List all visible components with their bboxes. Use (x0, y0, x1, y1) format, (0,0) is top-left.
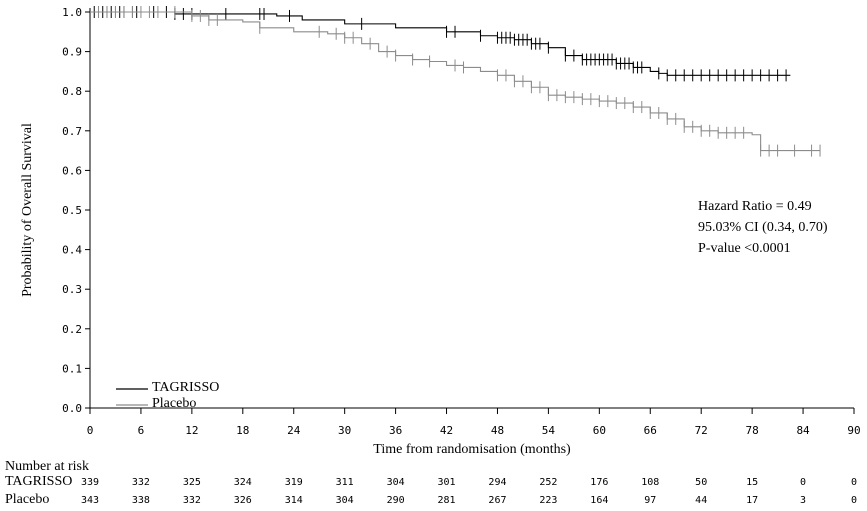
x-tick-label: 72 (695, 424, 708, 437)
x-tick-label: 90 (847, 424, 860, 437)
risk-cell: 311 (336, 477, 354, 488)
y-tick-label: 0.5 (62, 204, 82, 217)
y-ticks: 0.0 0.1 0.2 0.3 0.4 0.5 0.6 0.7 0.8 0.9 1.0 (62, 6, 90, 415)
risk-cell: 0 (851, 495, 857, 506)
risk-cell: 325 (183, 477, 201, 488)
x-tick-label: 42 (440, 424, 453, 437)
x-tick-label: 6 (138, 424, 145, 437)
p-value-text: P-value <0.0001 (698, 241, 791, 256)
y-tick-label: 0.8 (62, 85, 82, 98)
risk-table: Number at risk TAGRISSO 339 332 325 324 319 31… (5, 459, 857, 507)
risk-cell: 281 (438, 495, 456, 506)
confidence-interval-text: 95.03% CI (0.34, 0.70) (698, 220, 828, 235)
risk-cell: 0 (800, 477, 806, 488)
risk-cell: 339 (81, 477, 99, 488)
risk-table-title: Number at risk (5, 459, 89, 474)
x-axis-label: Time from randomisation (months) (373, 442, 571, 457)
risk-cell: 15 (746, 477, 758, 488)
risk-cell: 326 (234, 495, 252, 506)
y-tick-label: 0.1 (62, 362, 82, 375)
y-tick-label: 0.6 (62, 164, 82, 177)
risk-cell: 176 (590, 477, 608, 488)
x-tick-label: 78 (746, 424, 759, 437)
y-tick-label: 0.7 (62, 125, 82, 138)
series-line-tagrisso (90, 11, 791, 76)
risk-cell: 44 (695, 495, 707, 506)
x-tick-label: 84 (796, 424, 810, 437)
risk-cell: 304 (336, 495, 354, 506)
risk-cell: 294 (488, 477, 506, 488)
x-tick-label: 30 (338, 424, 351, 437)
y-tick-label: 0.3 (62, 283, 82, 296)
risk-cell: 324 (234, 477, 252, 488)
x-tick-label: 60 (593, 424, 606, 437)
axes (89, 8, 854, 409)
y-tick-label: 0.0 (62, 402, 82, 415)
y-tick-label: 1.0 (62, 6, 82, 19)
hazard-ratio-text: Hazard Ratio = 0.49 (698, 199, 812, 214)
risk-cell: 267 (488, 495, 506, 506)
risk-cell: 108 (641, 477, 659, 488)
y-tick-label: 0.4 (62, 244, 82, 257)
risk-cell: 97 (644, 495, 656, 506)
x-tick-label: 24 (287, 424, 301, 437)
annotation-box: Hazard Ratio = 0.49 95.03% CI (0.34, 0.7… (698, 199, 828, 256)
legend-label-tagrisso: TAGRISSO (152, 380, 219, 395)
risk-cell: 343 (81, 495, 99, 506)
y-axis-label: Probability of Overall Survival (20, 123, 35, 297)
x-ticks: 0 6 12 18 24 30 36 42 48 54 60 66 72 78 84 90 (87, 408, 861, 437)
x-tick-label: 54 (542, 424, 556, 437)
risk-cell: 50 (695, 477, 707, 488)
risk-cell: 0 (851, 477, 857, 488)
risk-cell: 338 (132, 495, 150, 506)
x-tick-label: 48 (491, 424, 504, 437)
risk-cell: 3 (800, 495, 806, 506)
x-tick-label: 66 (644, 424, 657, 437)
y-tick-label: 0.9 (62, 46, 82, 59)
risk-cell: 314 (285, 495, 303, 506)
risk-row-label-placebo: Placebo (5, 492, 49, 507)
y-tick-label: 0.2 (62, 323, 82, 336)
risk-cell: 164 (590, 495, 608, 506)
series-layer (90, 6, 821, 157)
risk-cell: 332 (183, 495, 201, 506)
risk-cell: 17 (746, 495, 758, 506)
x-tick-label: 0 (87, 424, 94, 437)
x-tick-label: 12 (185, 424, 198, 437)
risk-cell: 301 (438, 477, 456, 488)
risk-cell: 252 (539, 477, 557, 488)
legend-label-placebo: Placebo (152, 396, 196, 411)
x-tick-label: 36 (389, 424, 402, 437)
risk-row-label-tagrisso: TAGRISSO (5, 474, 72, 489)
risk-cell: 290 (387, 495, 405, 506)
risk-cell: 319 (285, 477, 303, 488)
risk-cell: 223 (539, 495, 557, 506)
legend: TAGRISSO Placebo (116, 380, 219, 411)
risk-cell: 304 (387, 477, 405, 488)
x-tick-label: 18 (236, 424, 249, 437)
risk-cell: 332 (132, 477, 150, 488)
